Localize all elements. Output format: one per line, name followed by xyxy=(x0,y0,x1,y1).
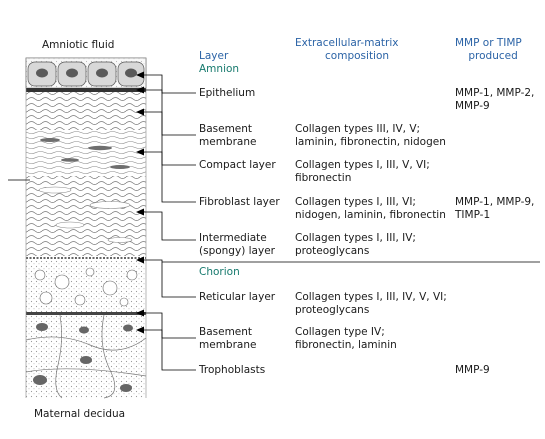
ecm-spongy: Collagen types I, III, IV; proteoglycans xyxy=(295,232,416,257)
layer-amnion-basement-membrane: Basement membrane xyxy=(199,123,257,148)
section-chorion: Chorion xyxy=(199,266,240,278)
epithelium-layer xyxy=(25,57,147,89)
layer-fibroblast: Fibroblast layer xyxy=(199,196,280,208)
ecm-chorion-basement-membrane: Collagen type IV; fibronectin, laminin xyxy=(295,326,397,351)
callout-lines xyxy=(138,74,196,371)
layer-chorion-basement-membrane: Basement membrane xyxy=(199,326,257,351)
ecm-fibroblast: Collagen types I, III, VI; nidogen, lami… xyxy=(295,196,446,221)
layer-epithelium: Epithelium xyxy=(199,87,256,99)
mmp-trophoblasts: MMP-9 xyxy=(455,364,490,376)
arrowheads xyxy=(136,71,144,334)
layer-trophoblasts: Trophoblasts xyxy=(199,364,266,376)
mmp-fibroblast: MMP-1, MMP-9, TIMP-1 xyxy=(455,196,535,221)
ecm-amnion-basement-membrane: Collagen types III, IV, V; laminin, fibr… xyxy=(295,123,446,148)
header-mmp: MMP or TIMP produced xyxy=(455,37,522,62)
layer-spongy: Intermediate (spongy) layer xyxy=(199,232,275,257)
header-ecm: Extracellular-matrix composition xyxy=(295,37,399,62)
header-layer: Layer xyxy=(199,50,229,62)
ecm-reticular: Collagen types I, III, IV, V, VI; proteo… xyxy=(295,291,447,316)
section-amnion: Amnion xyxy=(199,63,240,75)
amniotic-fluid-caption: Amniotic fluid xyxy=(42,39,115,51)
layer-reticular: Reticular layer xyxy=(199,291,276,303)
ecm-compact: Collagen types I, III, V, VI; fibronecti… xyxy=(295,159,430,184)
mmp-epithelium: MMP-1, MMP-2, MMP-9 xyxy=(455,87,535,112)
layer-compact: Compact layer xyxy=(199,159,276,171)
maternal-decidua-caption: Maternal decidua xyxy=(34,408,126,420)
